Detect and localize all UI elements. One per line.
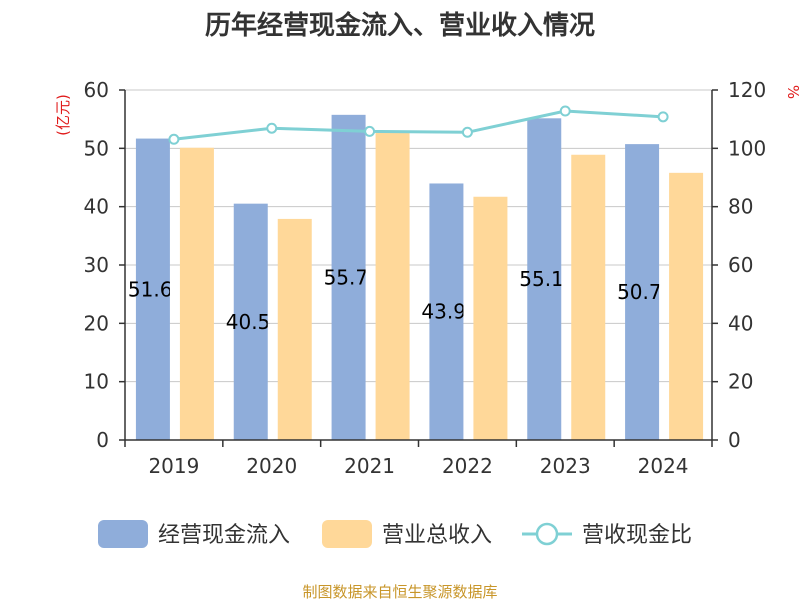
y-left-tick-label: 20 — [84, 311, 109, 335]
x-tick-label: 2020 — [246, 454, 297, 478]
data-label-group: 43.977 — [421, 300, 491, 324]
x-tick-label: 2019 — [148, 454, 199, 478]
data-label-group: 40.515 — [226, 310, 296, 334]
y-right-tick-label: 0 — [728, 428, 741, 452]
bar-cash-inflow — [331, 114, 366, 441]
legend-swatch — [322, 520, 372, 548]
bar-cash-inflow — [429, 183, 464, 440]
y-left-tick-label: 0 — [96, 428, 109, 452]
ratio-point — [364, 125, 376, 137]
data-label: 55.743 — [324, 265, 394, 289]
bar-revenue — [669, 172, 704, 441]
axes: 0 10 20 30 40 50 60 0 20 40 60 80 100 120 2019 2020 2021… — [84, 78, 767, 478]
x-tick-label: 2021 — [344, 454, 395, 478]
y-left-tick-label: 60 — [84, 78, 109, 102]
y-left-tick-label: 30 — [84, 253, 109, 277]
data-label: 51.674 — [128, 277, 198, 301]
legend-swatch — [98, 520, 148, 548]
bar-revenue — [277, 218, 312, 440]
data-label-group: 55.743 — [324, 265, 394, 289]
x-tick-label: 2023 — [540, 454, 591, 478]
data-label-group: 51.674 — [128, 277, 198, 301]
legend: 经营现金流入 营业总收入 营收现金比 — [98, 520, 692, 548]
y-left-tick-label: 50 — [84, 136, 109, 160]
data-label: 40.515 — [226, 310, 296, 334]
ratio-point — [266, 122, 278, 134]
y-right-tick-label: 20 — [728, 370, 753, 394]
bar-layer — [135, 114, 704, 441]
legend-label: 经营现金流入 — [158, 523, 290, 548]
bar-revenue — [473, 196, 508, 440]
data-label: 50.723 — [617, 280, 687, 304]
bar-cash-inflow — [135, 138, 170, 440]
source-note: 制图数据来自恒生聚源数据库 — [302, 583, 497, 600]
bar-revenue — [375, 132, 410, 441]
ratio-point — [168, 133, 180, 145]
legend-label: 营收现金比 — [582, 523, 692, 548]
y-right-tick-label: 60 — [728, 253, 753, 277]
bar-revenue — [571, 154, 606, 440]
ratio-point — [461, 126, 473, 138]
data-label-group: 55.147 — [519, 267, 589, 291]
legend-marker — [535, 522, 559, 546]
chart-title: 历年经营现金流入、营业收入情况 — [205, 10, 595, 41]
bar-cash-inflow — [625, 144, 660, 440]
bar-cash-inflow — [527, 118, 562, 440]
legend-label: 营业总收入 — [382, 523, 492, 548]
y-left-tick-label: 40 — [84, 195, 109, 219]
x-tick-label: 2024 — [638, 454, 689, 478]
ratio-line-layer — [168, 105, 669, 145]
bar-revenue — [179, 147, 214, 440]
y-left-unit-label: (亿元) — [54, 94, 72, 136]
y-right-tick-label: 120 — [728, 78, 766, 102]
grid-lines — [125, 89, 712, 383]
bar-cash-inflow — [233, 203, 268, 440]
ratio-line — [173, 109, 664, 141]
ratio-point — [559, 105, 571, 117]
y-right-tick-label: 40 — [728, 311, 753, 335]
y-right-unit-label: % — [784, 85, 800, 99]
data-label: 43.977 — [421, 300, 491, 324]
ratio-point — [657, 111, 669, 123]
x-tick-label: 2022 — [442, 454, 493, 478]
data-label-group: 50.723 — [617, 280, 687, 304]
data-labels: 51.674 40.515 55.743 43.977 55.147 50.723 — [128, 265, 687, 334]
y-right-tick-label: 80 — [728, 195, 753, 219]
data-label: 55.147 — [519, 267, 589, 291]
y-left-tick-label: 10 — [84, 370, 109, 394]
y-right-tick-label: 100 — [728, 136, 766, 160]
